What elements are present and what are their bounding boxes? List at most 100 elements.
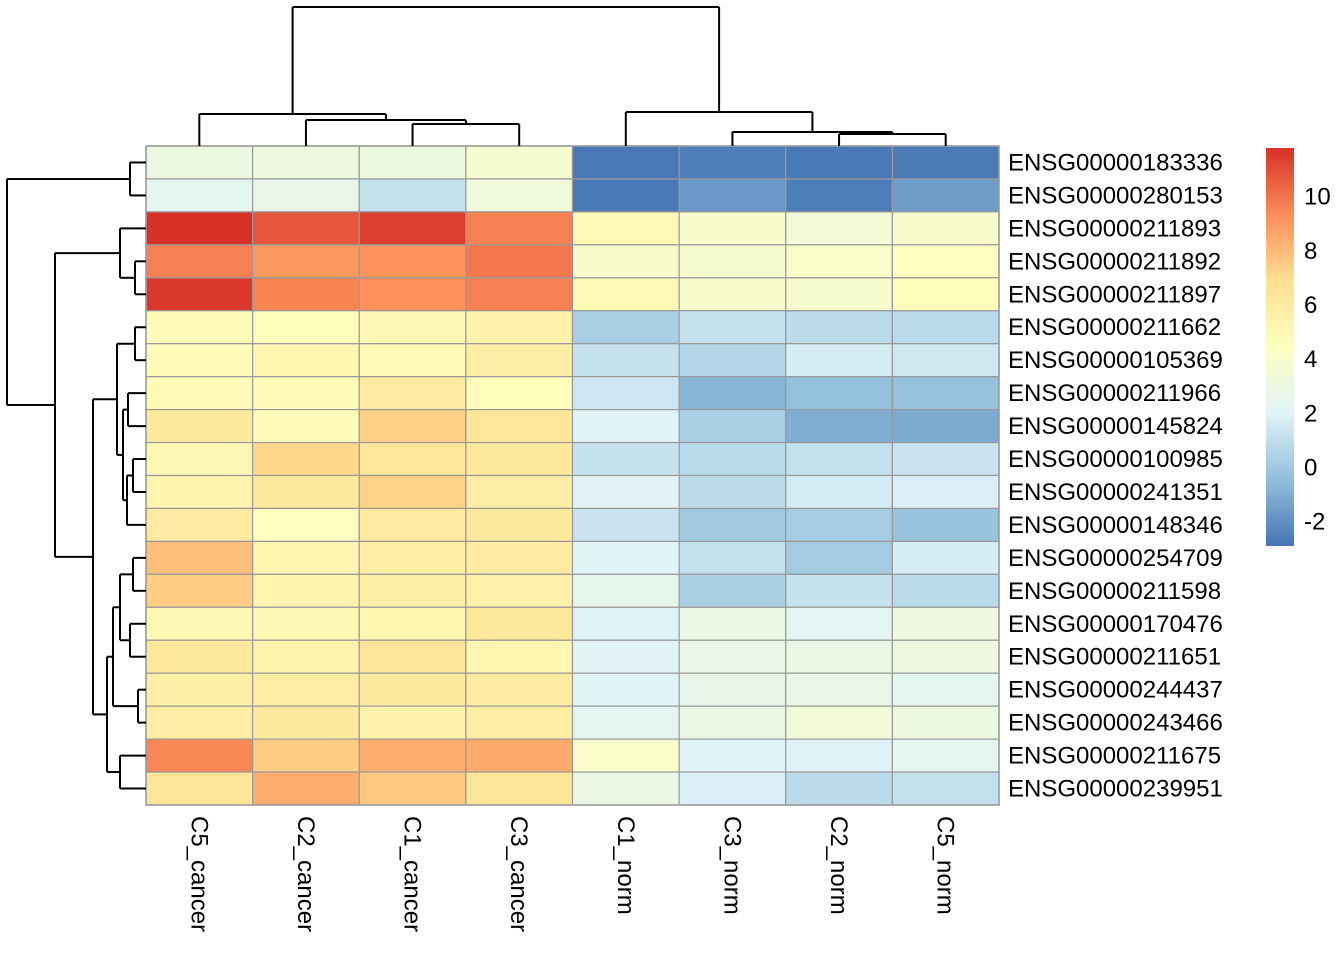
heatmap-cell [358, 771, 467, 806]
heatmap-cell [252, 441, 360, 477]
heatmap-cell [785, 376, 893, 411]
heatmap-cell [252, 178, 360, 213]
heatmap-cell [785, 606, 893, 641]
colorbar-tick-label: 10 [1304, 184, 1331, 211]
heatmap-cell [252, 573, 360, 608]
heatmap-cell [145, 639, 254, 674]
heatmap-cell [465, 705, 574, 740]
heatmap-cell [145, 277, 254, 312]
heatmap-cell [785, 474, 893, 510]
heatmap-cell [891, 474, 1000, 510]
row-label: ENSG00000211662 [1008, 314, 1221, 341]
row-label: ENSG00000211897 [1008, 281, 1221, 308]
heatmap-cell [678, 474, 787, 510]
heatmap-cell [891, 244, 1000, 279]
heatmap-cell [678, 771, 787, 806]
heatmap-cell [785, 310, 893, 345]
heatmap-cell [358, 705, 467, 740]
heatmap-cell [358, 310, 467, 345]
heatmap-cell [465, 145, 574, 180]
heatmap-cell [252, 771, 360, 806]
heatmap-cell [465, 277, 574, 312]
heatmap-cell [571, 145, 680, 180]
row-label: ENSG00000211651 [1008, 644, 1221, 671]
heatmap-cell [891, 573, 1000, 608]
heatmap-cells [145, 145, 1000, 806]
heatmap-cell [358, 573, 467, 608]
heatmap-cell [891, 507, 1000, 543]
heatmap-cell [465, 606, 574, 641]
heatmap-cell [891, 441, 1000, 477]
heatmap-cell [785, 211, 893, 246]
col-label: C2_cancer [292, 816, 319, 932]
heatmap-cell [145, 178, 254, 213]
heatmap-cell [358, 474, 467, 510]
heatmap-cell [678, 277, 787, 312]
heatmap-border [145, 145, 1000, 806]
col-label: C3_cancer [505, 816, 532, 932]
heatmap-cell [145, 474, 254, 510]
row-label: ENSG00000243466 [1008, 710, 1223, 737]
heatmap-cell [465, 474, 574, 510]
heatmap-cell [678, 639, 787, 674]
heatmap-cell [465, 409, 574, 444]
colorbar-tick-label: -2 [1304, 509, 1325, 536]
heatmap-cell [358, 277, 467, 312]
col-label: C3_norm [718, 816, 745, 915]
heatmap-cell [678, 441, 787, 477]
heatmap-cell [571, 705, 680, 740]
col-label: C1_cancer [399, 816, 426, 932]
heatmap-cell [465, 310, 574, 345]
heatmap-cell [145, 343, 254, 378]
heatmap-cell [571, 409, 680, 444]
heatmap-cell [891, 211, 1000, 246]
heatmap-cell [145, 738, 254, 773]
heatmap-cell [465, 540, 574, 575]
row-label: ENSG00000211892 [1008, 248, 1221, 275]
col-label: C1_norm [612, 816, 639, 915]
heatmap-cell [891, 606, 1000, 641]
heatmap-cell [145, 705, 254, 740]
heatmap-cell [358, 376, 467, 411]
heatmap-cell [252, 277, 360, 312]
heatmap-cell [358, 540, 467, 575]
heatmap-cell [678, 211, 787, 246]
heatmap-cell [252, 211, 360, 246]
heatmap-cell [145, 672, 254, 707]
heatmap-cell [252, 639, 360, 674]
row-label: ENSG00000170476 [1008, 611, 1223, 638]
row-label: ENSG00000211675 [1008, 743, 1221, 770]
heatmap-cell [145, 310, 254, 345]
heatmap-cell [571, 178, 680, 213]
heatmap-cell [465, 376, 574, 411]
row-label: ENSG00000254709 [1008, 545, 1223, 572]
heatmap-cell [678, 573, 787, 608]
colorbar-tick-label: 8 [1304, 238, 1317, 265]
heatmap-cell [678, 178, 787, 213]
row-label: ENSG00000241351 [1008, 479, 1223, 506]
heatmap-cell [465, 211, 574, 246]
heatmap-cell [571, 343, 680, 378]
heatmap-cell [465, 244, 574, 279]
heatmap-cell [891, 771, 1000, 806]
heatmap-cell [465, 441, 574, 477]
heatmap-cell [145, 573, 254, 608]
colorbar-tick-label: 6 [1304, 292, 1317, 319]
heatmap-cell [145, 540, 254, 575]
heatmap-cell [571, 441, 680, 477]
col-label: C2_norm [825, 816, 852, 915]
row-label: ENSG00000105369 [1008, 347, 1223, 374]
heatmap-cell [785, 178, 893, 213]
heatmap-cell [358, 507, 467, 543]
heatmap-cell [785, 507, 893, 543]
heatmap-cell [358, 178, 467, 213]
heatmap-cell [678, 145, 787, 180]
heatmap-cell [571, 310, 680, 345]
heatmap-cell [145, 244, 254, 279]
colorbar-tick-label: 4 [1304, 346, 1317, 373]
heatmap-cell [891, 178, 1000, 213]
heatmap-cell [785, 441, 893, 477]
row-label: ENSG00000183336 [1008, 149, 1223, 176]
heatmap-cell [891, 738, 1000, 773]
heatmap-cell [678, 705, 787, 740]
